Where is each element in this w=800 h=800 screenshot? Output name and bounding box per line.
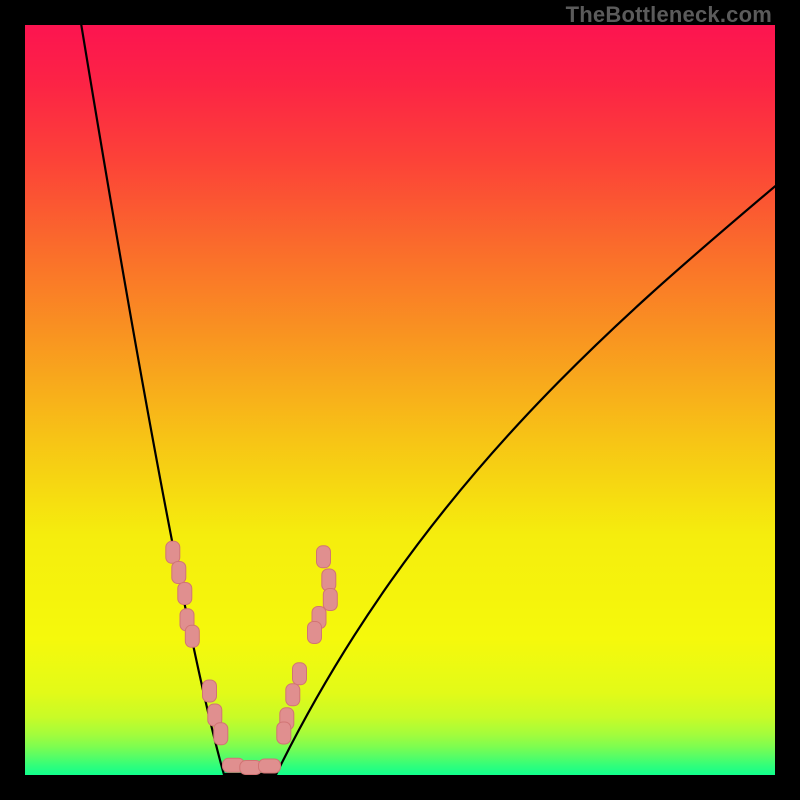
data-marker [286,684,300,706]
plot-area [25,25,775,775]
data-marker [259,759,281,773]
data-marker [185,625,199,647]
data-marker [178,583,192,605]
data-marker [323,589,337,611]
data-marker [277,722,291,744]
v-curve [81,25,775,774]
data-marker [322,569,336,591]
data-marker [172,562,186,584]
data-marker [317,546,331,568]
data-marker [214,723,228,745]
curve-layer [25,25,775,775]
data-marker [166,541,180,563]
chart-frame: TheBottleneck.com [0,0,800,800]
marker-group [166,541,337,774]
data-marker [308,622,322,644]
data-marker [203,680,217,702]
data-marker [293,663,307,685]
watermark-text: TheBottleneck.com [566,2,772,28]
